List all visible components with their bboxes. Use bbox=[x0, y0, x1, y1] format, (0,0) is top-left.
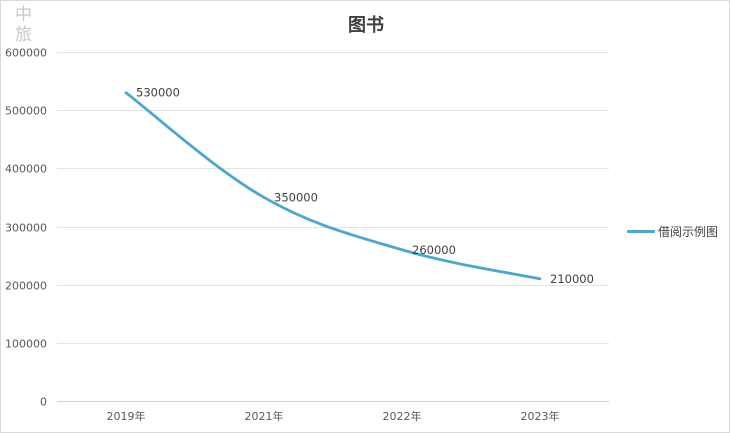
data-label: 260000 bbox=[412, 243, 456, 257]
data-label: 210000 bbox=[550, 272, 594, 286]
y-tick-label: 100000 bbox=[5, 338, 47, 351]
legend-swatch bbox=[627, 229, 655, 233]
legend: 借阅示例图 bbox=[627, 222, 718, 240]
data-label: 350000 bbox=[274, 190, 318, 204]
x-tick-label: 2023年 bbox=[521, 409, 560, 423]
y-tick-label: 0 bbox=[40, 396, 47, 409]
y-tick-label: 300000 bbox=[5, 222, 47, 235]
y-tick-label: 200000 bbox=[5, 280, 47, 293]
y-tick-label: 400000 bbox=[5, 163, 47, 176]
watermark-char-2: 旅 bbox=[15, 25, 33, 45]
x-tick-label: 2019年 bbox=[107, 409, 146, 423]
legend-label: 借阅示例图 bbox=[658, 224, 719, 239]
y-tick-label: 600000 bbox=[5, 47, 47, 60]
series-line bbox=[124, 91, 542, 281]
chart-title: 图书 bbox=[348, 15, 384, 36]
watermark-char-1: 中 bbox=[15, 5, 33, 25]
watermark-seal: 中 旅 bbox=[9, 5, 39, 45]
y-tick-label: 500000 bbox=[5, 105, 47, 118]
data-label: 530000 bbox=[136, 86, 180, 100]
x-tick-label: 2022年 bbox=[383, 409, 422, 423]
x-tick-label: 2021年 bbox=[245, 409, 284, 423]
